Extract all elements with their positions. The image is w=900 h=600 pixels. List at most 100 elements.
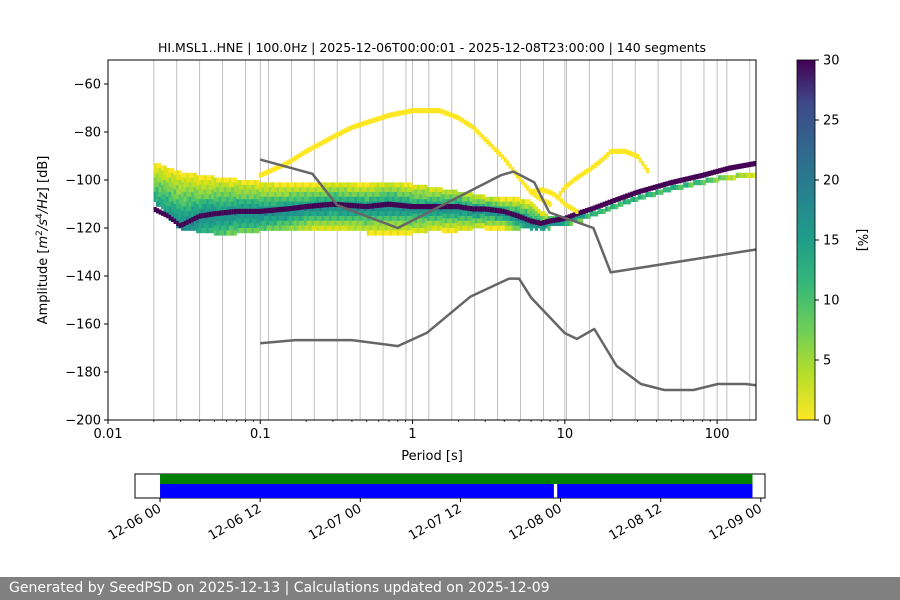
heat-cell (502, 201, 506, 207)
mode-cell (173, 218, 177, 225)
heat-cell (276, 211, 280, 217)
outlier-cell (533, 192, 537, 198)
mode-cell (276, 207, 280, 213)
heat-cell (311, 211, 315, 217)
heat-cell (218, 201, 222, 207)
heat-cell (178, 170, 182, 176)
mode-cell (728, 165, 732, 171)
heat-cell (258, 192, 263, 198)
heat-cell (532, 208, 536, 214)
mode-cell (632, 190, 636, 196)
heat-cell (153, 196, 157, 202)
outlier-cell (351, 124, 355, 130)
heat-cell (321, 196, 325, 202)
heat-cell (381, 187, 385, 193)
heat-cell (156, 187, 160, 193)
y-axis-label: Amplitude [m2/s4/Hz] [dB] (35, 156, 51, 325)
heat-cell (344, 220, 348, 226)
heat-cell (437, 192, 441, 198)
heat-cell (178, 194, 182, 200)
heat-cell (432, 187, 436, 193)
heat-cell (203, 218, 207, 224)
heat-cell (439, 216, 443, 222)
heat-cell (181, 182, 185, 188)
heat-cell (201, 218, 205, 224)
heat-cell (507, 216, 511, 222)
heat-cell (336, 192, 340, 198)
heat-cell (188, 225, 192, 231)
heat-cell (201, 175, 205, 181)
ppsd-plot: HI.MSL1..HNE | 100.0Hz | 2025-12-06T00:0… (35, 40, 757, 464)
heat-cell (188, 172, 192, 178)
mode-cell (554, 217, 559, 223)
heat-cell (153, 168, 157, 174)
mode-cell (708, 170, 712, 177)
heat-cell (416, 199, 421, 205)
mode-cell (432, 204, 436, 210)
mode-cell (514, 212, 518, 218)
heat-cell (321, 216, 325, 222)
mode-cell (544, 219, 549, 225)
outlier-cell (378, 115, 382, 121)
heat-cell (216, 192, 220, 198)
heat-cell (565, 220, 569, 226)
heat-cell (753, 172, 757, 178)
heat-cell (509, 220, 513, 226)
heat-cell (236, 204, 240, 210)
heat-cell (351, 182, 355, 188)
outlier-cell (511, 166, 515, 173)
heat-cell (394, 182, 398, 188)
timeline-tick-label: 12-09 00 (707, 501, 765, 543)
outlier-cell (268, 168, 272, 174)
heat-cell (464, 192, 468, 198)
heat-cell (414, 218, 418, 224)
outlier-cell (478, 131, 482, 137)
heat-cell (168, 172, 172, 178)
heat-cell (386, 230, 390, 236)
heat-cell (534, 206, 539, 212)
heat-cell (414, 184, 418, 190)
heat-cell (467, 216, 471, 222)
mode-cell (424, 204, 428, 210)
heat-cell (284, 201, 288, 207)
heat-cell (306, 196, 310, 202)
outlier-cell (491, 144, 495, 150)
heat-cell (186, 182, 190, 188)
heat-cell (258, 182, 263, 188)
heat-cell (253, 223, 258, 229)
heat-cell (281, 211, 285, 217)
heat-cell (401, 182, 406, 188)
heat-cell (399, 220, 403, 226)
heat-cell (173, 208, 177, 214)
heat-cell (401, 196, 406, 202)
mode-cell (695, 174, 699, 180)
heat-cell (467, 196, 471, 202)
heat-cell (469, 211, 473, 217)
mode-cell (349, 202, 353, 209)
mode-cell (697, 173, 702, 179)
mode-cell (404, 203, 408, 209)
heat-cell (570, 220, 574, 226)
mode-cell (444, 204, 448, 210)
outlier-cell (276, 164, 280, 171)
heat-cell (429, 187, 433, 193)
mode-cell (504, 209, 508, 215)
heat-cell (326, 211, 330, 217)
heat-cell (281, 182, 285, 188)
mode-cell (464, 205, 468, 211)
heat-cell (314, 211, 318, 217)
heat-cell (233, 196, 237, 202)
heat-cell (226, 177, 230, 183)
heat-cell (339, 182, 343, 188)
outlier-cell (508, 163, 512, 169)
heat-cell (406, 182, 411, 188)
mode-cell (406, 203, 411, 209)
heat-cell (494, 196, 498, 202)
mode-cell (374, 203, 378, 209)
heat-cell (223, 192, 227, 198)
heat-cell (226, 196, 230, 202)
mode-cell (454, 204, 458, 210)
mode-cell (309, 203, 313, 209)
heat-cell (226, 225, 230, 231)
heat-cell (439, 192, 443, 198)
